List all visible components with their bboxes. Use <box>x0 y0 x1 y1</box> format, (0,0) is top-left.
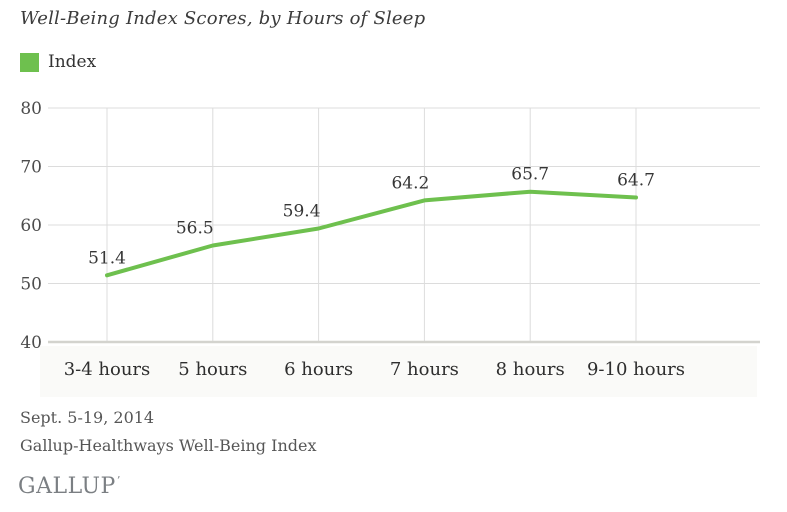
y-tick-label: 70 <box>20 158 42 178</box>
index-series-line <box>105 189 638 278</box>
chart-title: Well-Being Index Scores, by Hours of Sle… <box>20 8 426 29</box>
legend-label-index: Index <box>48 52 97 72</box>
x-tick-label: 8 hours <box>496 359 565 380</box>
data-point-label: 64.2 <box>391 173 429 193</box>
data-point-label: 56.5 <box>176 218 214 238</box>
y-tick-label: 80 <box>20 99 42 119</box>
y-tick-label: 60 <box>20 216 42 236</box>
x-tick-label: 3-4 hours <box>64 359 151 380</box>
data-point-label: 65.7 <box>511 165 549 185</box>
gallup-logo-trademark: ’ <box>116 474 121 487</box>
y-tick-label: 40 <box>20 333 42 353</box>
legend-swatch-index <box>20 52 39 72</box>
data-point-label: 64.7 <box>617 171 655 191</box>
gallup-logo-text: GALLUP <box>18 474 116 499</box>
x-axis-band <box>40 346 757 397</box>
x-tick-label: 5 hours <box>178 359 247 380</box>
footer-date-range: Sept. 5-19, 2014 <box>20 408 155 427</box>
data-point-label: 59.4 <box>283 202 321 222</box>
x-tick-label: 6 hours <box>284 359 353 380</box>
gallup-logo: GALLUP’ <box>18 474 121 499</box>
x-tick-label: 9-10 hours <box>587 359 685 380</box>
chart-footer: Sept. 5-19, 2014 Gallup-Healthways Well-… <box>20 404 316 460</box>
legend: Index <box>20 52 96 72</box>
y-tick-label: 50 <box>20 275 42 295</box>
footer-source: Gallup-Healthways Well-Being Index <box>20 436 317 455</box>
x-tick-label: 7 hours <box>390 359 459 380</box>
data-point-label: 51.4 <box>88 248 126 268</box>
